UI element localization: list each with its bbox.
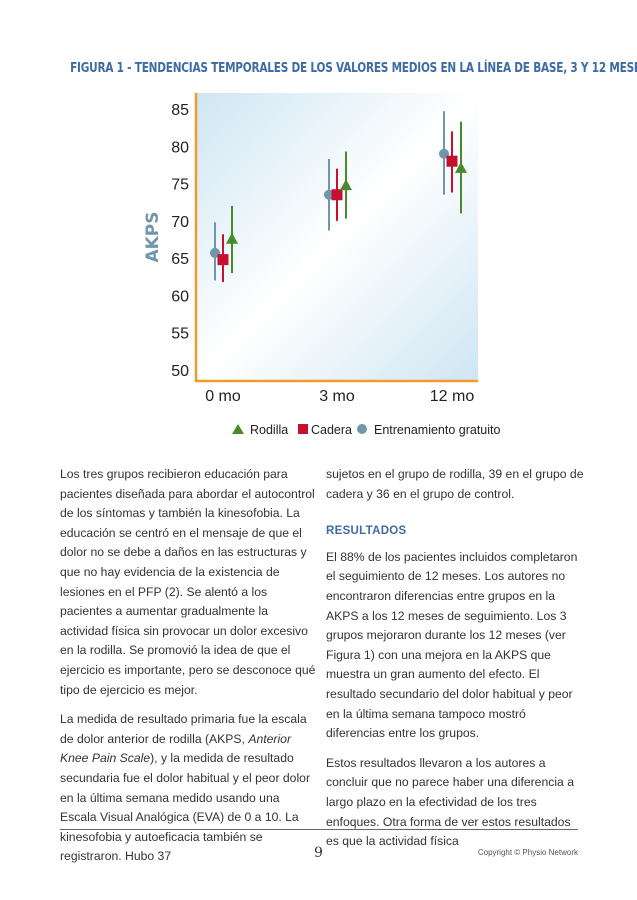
section-heading: RESULTADOS: [326, 525, 407, 538]
paragraph: Los tres grupos recibieron educación par…: [60, 467, 316, 697]
x-tick-label: 12 mo: [430, 388, 475, 405]
x-tick-label: 0 mo: [205, 388, 241, 405]
paragraph: sujetos en el grupo de rodilla, 39 en el…: [326, 467, 584, 501]
y-tick-label: 80: [171, 139, 189, 156]
paragraph: El 88% de los pacientes incluidos comple…: [326, 549, 578, 741]
x-tick-label: 3 mo: [319, 388, 355, 405]
y-tick-label: 75: [171, 177, 189, 194]
data-point-triangle: [340, 179, 352, 191]
figure-title: FIGURA 1 - TENDENCIAS TEMPORALES DE LOS …: [70, 60, 637, 76]
y-tick-label: 65: [171, 251, 189, 268]
data-point-triangle: [455, 161, 467, 173]
y-tick-label: 85: [171, 102, 189, 119]
data-point-triangle: [226, 232, 238, 244]
plot-area: [197, 93, 478, 381]
legend-circle-icon: [357, 424, 367, 434]
copyright: Copyright © Physio Network: [477, 848, 578, 857]
data-point-square: [217, 254, 229, 266]
paragraph: Estos resultados llevaron a los autores …: [326, 755, 574, 849]
legend-triangle-icon: [232, 424, 244, 434]
data-point-square: [331, 189, 343, 201]
legend-label: Entrenamiento gratuito: [374, 423, 501, 437]
page-number: 9: [314, 845, 323, 861]
legend-square-icon: [298, 424, 308, 434]
y-tick-label: 55: [171, 326, 189, 343]
legend: Rodilla Cadera Entrenamiento gratuito: [232, 423, 501, 437]
legend-label: Rodilla: [250, 423, 288, 437]
right-column: sujetos en el grupo de rodilla, 39 en el…: [326, 465, 584, 862]
y-tick-label: 70: [171, 214, 189, 231]
data-point-square: [446, 155, 458, 167]
y-tick-label: 60: [171, 288, 189, 305]
akps-chart: 50 55 60 65 70 75 80 85 0 mo 3 mo 12 mo AKPS Rodi…: [143, 93, 501, 437]
footer-divider: [60, 829, 578, 830]
legend-label: Cadera: [311, 423, 352, 437]
y-tick-label: 50: [171, 363, 189, 380]
left-column: Los tres grupos recibieron educación par…: [60, 465, 318, 877]
paragraph: La medida de resultado primaria fue la e…: [60, 712, 311, 864]
y-axis-label: AKPS: [143, 211, 163, 262]
